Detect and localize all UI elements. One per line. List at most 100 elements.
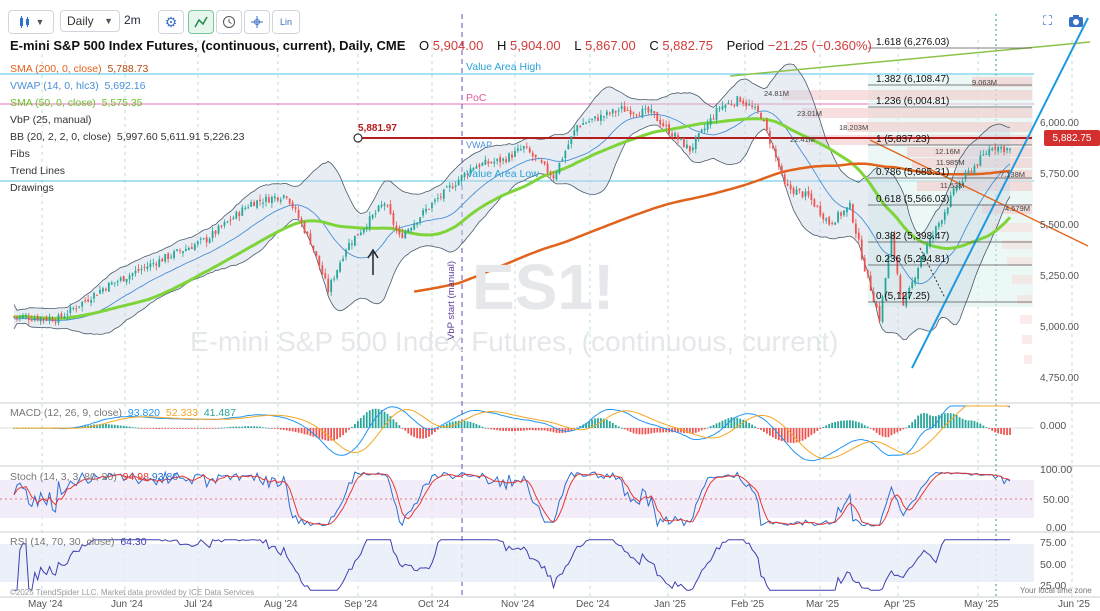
candle bbox=[161, 258, 164, 262]
candle bbox=[188, 247, 190, 251]
macd-histogram-bar bbox=[505, 428, 507, 431]
candle bbox=[588, 121, 590, 123]
macd-histogram-bar bbox=[976, 422, 979, 428]
macd-histogram-bar bbox=[193, 428, 196, 429]
candle bbox=[985, 153, 988, 155]
range-label[interactable]: 2m bbox=[124, 13, 141, 27]
candle bbox=[448, 185, 451, 188]
candle bbox=[303, 222, 306, 233]
candle bbox=[502, 158, 504, 161]
candle bbox=[955, 187, 958, 191]
legend-trend-lines[interactable]: Trend Lines bbox=[10, 165, 66, 177]
candle bbox=[745, 102, 748, 107]
candle bbox=[686, 144, 688, 149]
vbp-bar bbox=[907, 147, 1032, 157]
candle bbox=[193, 244, 196, 250]
candle bbox=[262, 202, 264, 204]
candle bbox=[923, 253, 925, 260]
candle bbox=[285, 196, 288, 198]
candle bbox=[152, 263, 155, 265]
macd-histogram-bar bbox=[754, 426, 756, 428]
macd-histogram-bar bbox=[490, 428, 493, 430]
vbp-bar bbox=[782, 90, 1032, 100]
trend-tool-button[interactable] bbox=[188, 10, 214, 34]
macd-histogram-bar bbox=[831, 422, 834, 428]
candle bbox=[647, 107, 650, 113]
candle bbox=[279, 199, 282, 202]
macd-legend[interactable]: MACD (12, 26, 9, close) 93.820 52.333 41… bbox=[10, 407, 236, 419]
vbp-bar bbox=[847, 122, 1032, 132]
macd-histogram-bar bbox=[345, 428, 347, 433]
legend-vbp[interactable]: VbP (25, manual) bbox=[10, 114, 92, 126]
candle bbox=[988, 148, 991, 156]
candle bbox=[724, 104, 727, 108]
macd-histogram-bar bbox=[185, 428, 187, 429]
candle bbox=[164, 254, 167, 262]
settings-button[interactable]: ⚙ bbox=[158, 10, 184, 34]
crosshair-button[interactable] bbox=[244, 10, 270, 34]
fullscreen-icon[interactable]: ⛶ bbox=[1043, 13, 1053, 28]
macd-histogram-bar bbox=[110, 424, 113, 428]
macd-histogram-bar bbox=[395, 422, 398, 428]
candle bbox=[789, 184, 792, 190]
fib-level-label: 1.382 (6,108.47) bbox=[876, 74, 950, 85]
legend-drawings[interactable]: Drawings bbox=[10, 182, 54, 194]
macd-histogram-bar bbox=[528, 428, 531, 431]
legend-sma200[interactable]: SMA (200, 0, close) 5,788.73 bbox=[10, 63, 148, 75]
candle bbox=[783, 174, 786, 185]
candle bbox=[235, 211, 238, 219]
chart-type-button[interactable]: ▼ bbox=[8, 10, 54, 34]
macd-histogram-bar bbox=[665, 428, 668, 433]
candle bbox=[72, 308, 75, 310]
macd-histogram-bar bbox=[887, 428, 890, 438]
candle bbox=[199, 238, 202, 240]
macd-histogram-bar bbox=[457, 420, 460, 428]
macd-signal-value: 52.333 bbox=[165, 407, 198, 419]
price-tick-label: 5,750.00 bbox=[1040, 169, 1079, 181]
vbp-label: 4.579M bbox=[1005, 204, 1031, 213]
lin-scale-button[interactable]: Lin bbox=[272, 10, 300, 34]
time-button[interactable] bbox=[216, 10, 242, 34]
macd-histogram-bar bbox=[324, 428, 327, 441]
macd-histogram-bar bbox=[502, 428, 504, 431]
candle bbox=[570, 136, 573, 144]
macd-histogram-bar bbox=[780, 428, 783, 442]
legend-label: SMA (200, 0, close) bbox=[10, 63, 102, 75]
legend-vwap[interactable]: VWAP (14, 0, hlc3) 5,692.16 bbox=[10, 80, 145, 92]
candle bbox=[668, 124, 670, 134]
candle bbox=[425, 208, 427, 212]
macd-histogram-bar bbox=[356, 421, 359, 428]
rsi-legend[interactable]: RSI (14, 70, 30, close) 64.30 bbox=[10, 536, 147, 548]
candle bbox=[958, 182, 961, 189]
candle bbox=[718, 107, 721, 109]
camera-icon[interactable] bbox=[1068, 14, 1084, 28]
stoch-legend[interactable]: Stoch (14, 3, 3, 80, 20) 94.98 93.86 bbox=[10, 471, 178, 483]
legend-fibs[interactable]: Fibs bbox=[10, 148, 30, 160]
candle bbox=[451, 186, 454, 189]
candle bbox=[398, 228, 401, 235]
candle bbox=[96, 294, 98, 296]
candle bbox=[1006, 148, 1008, 151]
macd-histogram-bar bbox=[428, 428, 430, 437]
candle bbox=[63, 316, 66, 319]
price-tick-label: 6,000.00 bbox=[1040, 118, 1079, 130]
candle bbox=[792, 188, 795, 194]
interval-select[interactable]: Daily ▼ bbox=[60, 10, 120, 32]
macd-histogram-bar bbox=[730, 417, 733, 428]
legend-bb[interactable]: BB (20, 2, 2, 0, close) 5,997.60 5,611.9… bbox=[10, 131, 244, 143]
legend-sma50[interactable]: SMA (50, 0, close) 5,575.35 bbox=[10, 97, 143, 109]
candle bbox=[605, 111, 608, 115]
instrument-title: E-mini S&P 500 Index Futures, (continuou… bbox=[10, 38, 406, 53]
candle bbox=[437, 198, 439, 200]
macd-histogram-bar bbox=[852, 420, 854, 428]
candle bbox=[843, 210, 845, 216]
macd-histogram-bar bbox=[220, 427, 223, 429]
macd-histogram-bar bbox=[348, 428, 350, 430]
candle bbox=[531, 152, 534, 157]
candle bbox=[140, 269, 143, 271]
timezone-link[interactable]: Your local time zone bbox=[1020, 586, 1092, 595]
candle bbox=[339, 262, 341, 272]
candle bbox=[107, 282, 110, 292]
macd-histogram-bar bbox=[451, 421, 454, 428]
